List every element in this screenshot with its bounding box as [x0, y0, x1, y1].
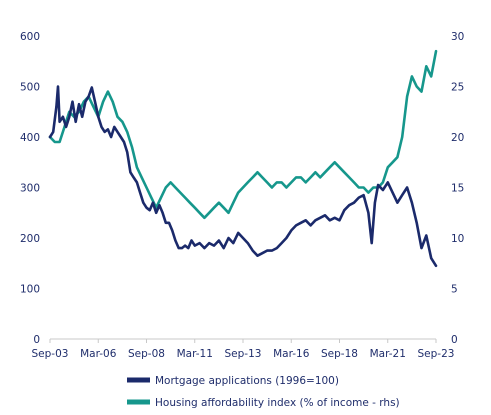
- x-tick-label: Sep-18: [321, 348, 358, 360]
- right-y-tick-label: 20: [451, 132, 464, 144]
- legend: Mortgage applications (1996=100) Housing…: [127, 375, 400, 409]
- series-lines: [48, 49, 438, 268]
- x-axis: Sep-03 Mar-06 Sep-08 Mar-11 Sep-13 Mar-16 Sep-…: [32, 339, 455, 360]
- left-y-tick-label: 500: [20, 82, 40, 94]
- series-line-mortgage-applications: [48, 85, 438, 268]
- x-tick-label: Sep-03: [32, 348, 69, 360]
- x-tick-label: Sep-13: [225, 348, 262, 360]
- right-y-tick-label: 0: [451, 334, 458, 346]
- right-y-tick-label: 30: [451, 31, 464, 43]
- x-tick-label: Mar-21: [370, 348, 406, 360]
- right-y-tick-label: 10: [451, 233, 464, 245]
- x-tick-label: Mar-16: [273, 348, 310, 360]
- right-y-tick-label: 15: [451, 183, 464, 195]
- x-tick-label: Sep-23: [418, 348, 455, 360]
- series-line-housing-affordability: [48, 49, 438, 220]
- legend-item-mortgage-applications: Mortgage applications (1996=100): [127, 375, 339, 387]
- left-y-tick-label: 100: [20, 284, 40, 296]
- x-tick-label: Mar-11: [177, 348, 213, 360]
- right-y-tick-label: 25: [451, 82, 464, 94]
- left-y-tick-label: 400: [20, 132, 40, 144]
- legend-label-mortgage-applications: Mortgage applications (1996=100): [155, 375, 339, 387]
- x-tick-label: Sep-08: [128, 348, 165, 360]
- left-y-tick-label: 0: [33, 334, 40, 346]
- left-y-axis: 0 100 200 300 400 500 600: [20, 31, 40, 346]
- legend-item-housing-affordability: Housing affordability index (% of income…: [127, 397, 400, 409]
- right-y-tick-label: 5: [451, 284, 458, 296]
- left-y-tick-label: 600: [20, 31, 40, 43]
- legend-label-housing-affordability: Housing affordability index (% of income…: [155, 397, 400, 409]
- left-y-tick-label: 200: [20, 233, 40, 245]
- left-y-tick-label: 300: [20, 183, 40, 195]
- x-tick-label: Mar-06: [80, 348, 117, 360]
- right-y-axis: 0 5 10 15 20 25 30: [451, 31, 464, 346]
